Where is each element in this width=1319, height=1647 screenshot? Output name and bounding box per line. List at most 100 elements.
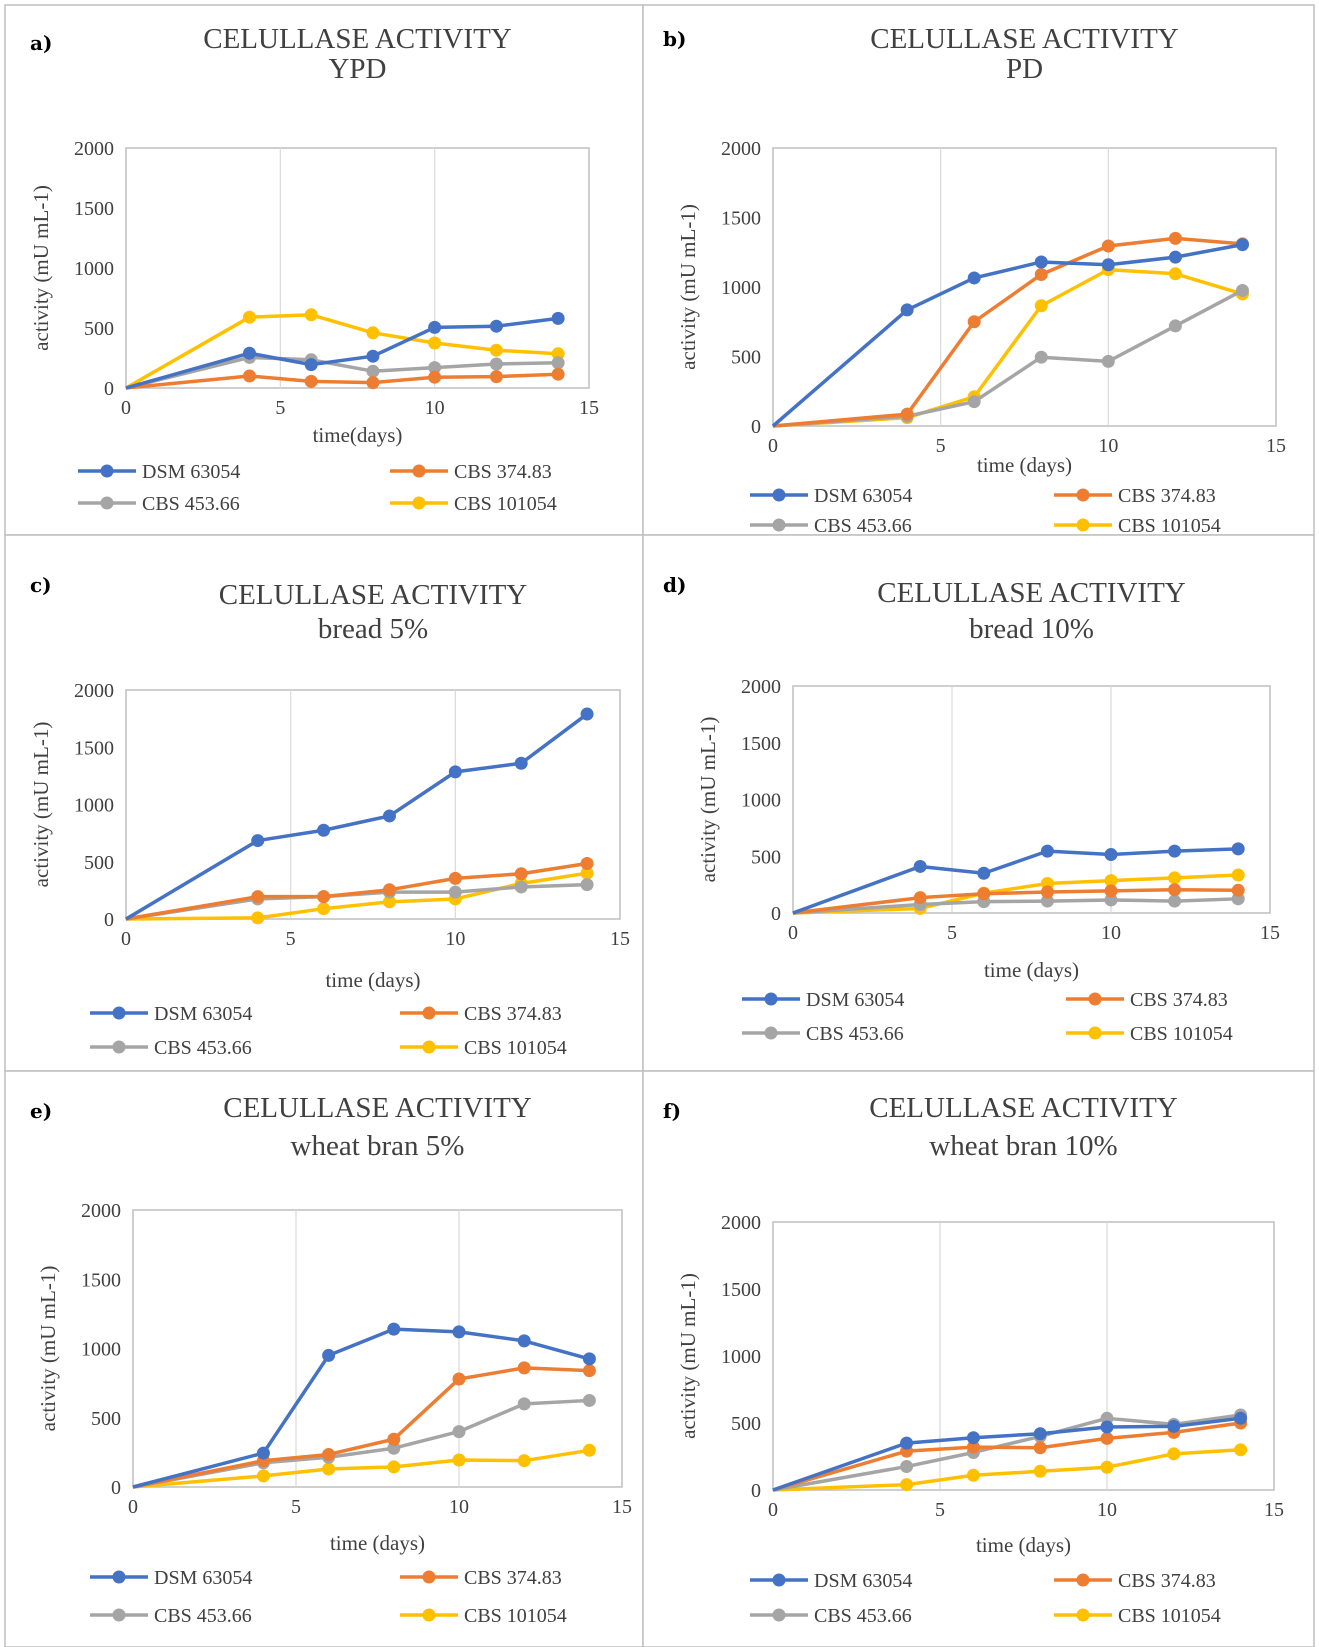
plot-frame — [772, 1221, 1275, 1491]
x-tick-label: 15 — [612, 1496, 632, 1518]
legend-item: CBS 374.83 — [1066, 989, 1228, 1011]
data-point — [317, 902, 331, 916]
legend-marker — [772, 518, 786, 532]
data-point — [242, 310, 256, 324]
chart-title: CELULLASE ACTIVITY — [869, 1092, 1178, 1124]
data-point — [582, 1352, 596, 1366]
data-point — [317, 823, 331, 837]
data-point — [1234, 1411, 1248, 1425]
x-axis-label: time (days) — [977, 453, 1072, 477]
data-point — [517, 1361, 531, 1375]
legend-marker — [1076, 1573, 1090, 1587]
y-tick-label: 1500 — [74, 737, 114, 759]
y-tick-label: 1500 — [721, 208, 761, 230]
y-tick-label: 1000 — [74, 795, 114, 817]
panel-border — [642, 534, 1315, 1072]
data-point — [366, 326, 380, 340]
data-point — [242, 346, 256, 360]
legend-marker — [772, 488, 786, 502]
data-point — [1168, 231, 1182, 245]
data-point — [913, 859, 927, 873]
chart-panel-4: d) CELULLASE ACTIVITY bread 10% 0 5 10 15 0 500 1… — [642, 534, 1315, 1072]
data-point — [387, 1322, 401, 1336]
data-point — [551, 311, 565, 325]
y-tick-label: 0 — [111, 1477, 121, 1499]
data-point — [1231, 842, 1245, 856]
legend-label: CBS 101054 — [1118, 515, 1221, 537]
data-point — [1040, 894, 1054, 908]
x-tick-label: 0 — [788, 922, 798, 944]
plot-frame — [125, 689, 621, 920]
data-point — [489, 357, 503, 371]
legend-marker — [1076, 488, 1090, 502]
legend: DSM 63054 CBS 374.83 CBS 453.66 CBS 101054 — [90, 1567, 567, 1627]
data-point — [977, 887, 991, 901]
legend-marker — [1076, 1608, 1090, 1622]
legend-label: DSM 63054 — [814, 1570, 912, 1592]
legend-label: CBS 101054 — [1118, 1605, 1221, 1627]
series-cbs-374-83 — [792, 883, 1245, 915]
legend-item: CBS 101054 — [390, 493, 557, 515]
y-axis-label: activity (mU mL-1) — [676, 204, 700, 370]
data-point — [967, 395, 981, 409]
data-point — [1101, 258, 1115, 272]
legend-label: CBS 453.66 — [806, 1023, 904, 1045]
data-point — [1040, 885, 1054, 899]
y-tick-label: 2000 — [81, 1200, 121, 1222]
panel-label: a) — [30, 31, 52, 55]
y-axis-label: activity (mU mL-1) — [29, 185, 53, 351]
data-point — [900, 303, 914, 317]
legend: DSM 63054 CBS 374.83 CBS 453.66 CBS 101054 — [750, 485, 1221, 537]
data-point — [489, 319, 503, 333]
x-tick-label: 15 — [610, 928, 630, 950]
data-point — [1040, 844, 1054, 858]
legend-item: CBS 101054 — [400, 1605, 567, 1627]
legend-item: DSM 63054 — [750, 485, 912, 507]
legend-label: CBS 374.83 — [1118, 485, 1216, 507]
y-tick-label: 2000 — [721, 1212, 761, 1234]
legend-item: CBS 101054 — [1054, 515, 1221, 537]
x-tick-label: 5 — [291, 1496, 301, 1518]
legend-item: CBS 374.83 — [400, 1003, 562, 1025]
y-tick-label: 1500 — [74, 198, 114, 220]
y-tick-label: 0 — [751, 416, 761, 438]
data-point — [251, 834, 265, 848]
y-tick-label: 500 — [751, 846, 781, 868]
data-point — [1235, 238, 1249, 252]
legend-marker — [412, 496, 426, 510]
chart-subtitle: wheat bran 10% — [929, 1130, 1117, 1162]
x-tick-label: 10 — [1101, 922, 1121, 944]
data-point — [551, 367, 565, 381]
data-point — [322, 1348, 336, 1362]
data-point — [1034, 255, 1048, 269]
x-tick-label: 15 — [579, 397, 599, 419]
x-axis-label: time (days) — [325, 968, 420, 992]
panel-border — [4, 534, 644, 1072]
data-point — [517, 1334, 531, 1348]
legend-item: CBS 101054 — [1054, 1605, 1221, 1627]
legend-item: CBS 453.66 — [742, 1023, 904, 1045]
data-point — [900, 1436, 914, 1450]
legend-item: CBS 453.66 — [90, 1605, 252, 1627]
y-axis-label: activity (mU mL-1) — [36, 1266, 60, 1432]
legend-marker — [1076, 518, 1090, 532]
plot-area: 0 5 10 15 0 500 1000 1500 2000 — [74, 680, 630, 950]
y-tick-label: 0 — [771, 903, 781, 925]
data-point — [1034, 350, 1048, 364]
legend-label: DSM 63054 — [154, 1567, 252, 1589]
x-tick-label: 10 — [1098, 435, 1118, 457]
data-point — [1100, 1460, 1114, 1474]
x-tick-label: 0 — [768, 1499, 778, 1521]
y-tick-label: 500 — [731, 347, 761, 369]
x-axis-label: time (days) — [976, 1533, 1071, 1557]
legend-label: CBS 101054 — [1130, 1023, 1233, 1045]
y-tick-label: 500 — [731, 1413, 761, 1435]
data-point — [366, 376, 380, 390]
x-tick-label: 15 — [1264, 1499, 1284, 1521]
x-tick-label: 5 — [286, 928, 296, 950]
legend-item: CBS 453.66 — [750, 515, 912, 537]
series-cbs-374-83 — [125, 856, 594, 921]
data-point — [967, 271, 981, 285]
chart-subtitle: bread 5% — [318, 613, 428, 645]
